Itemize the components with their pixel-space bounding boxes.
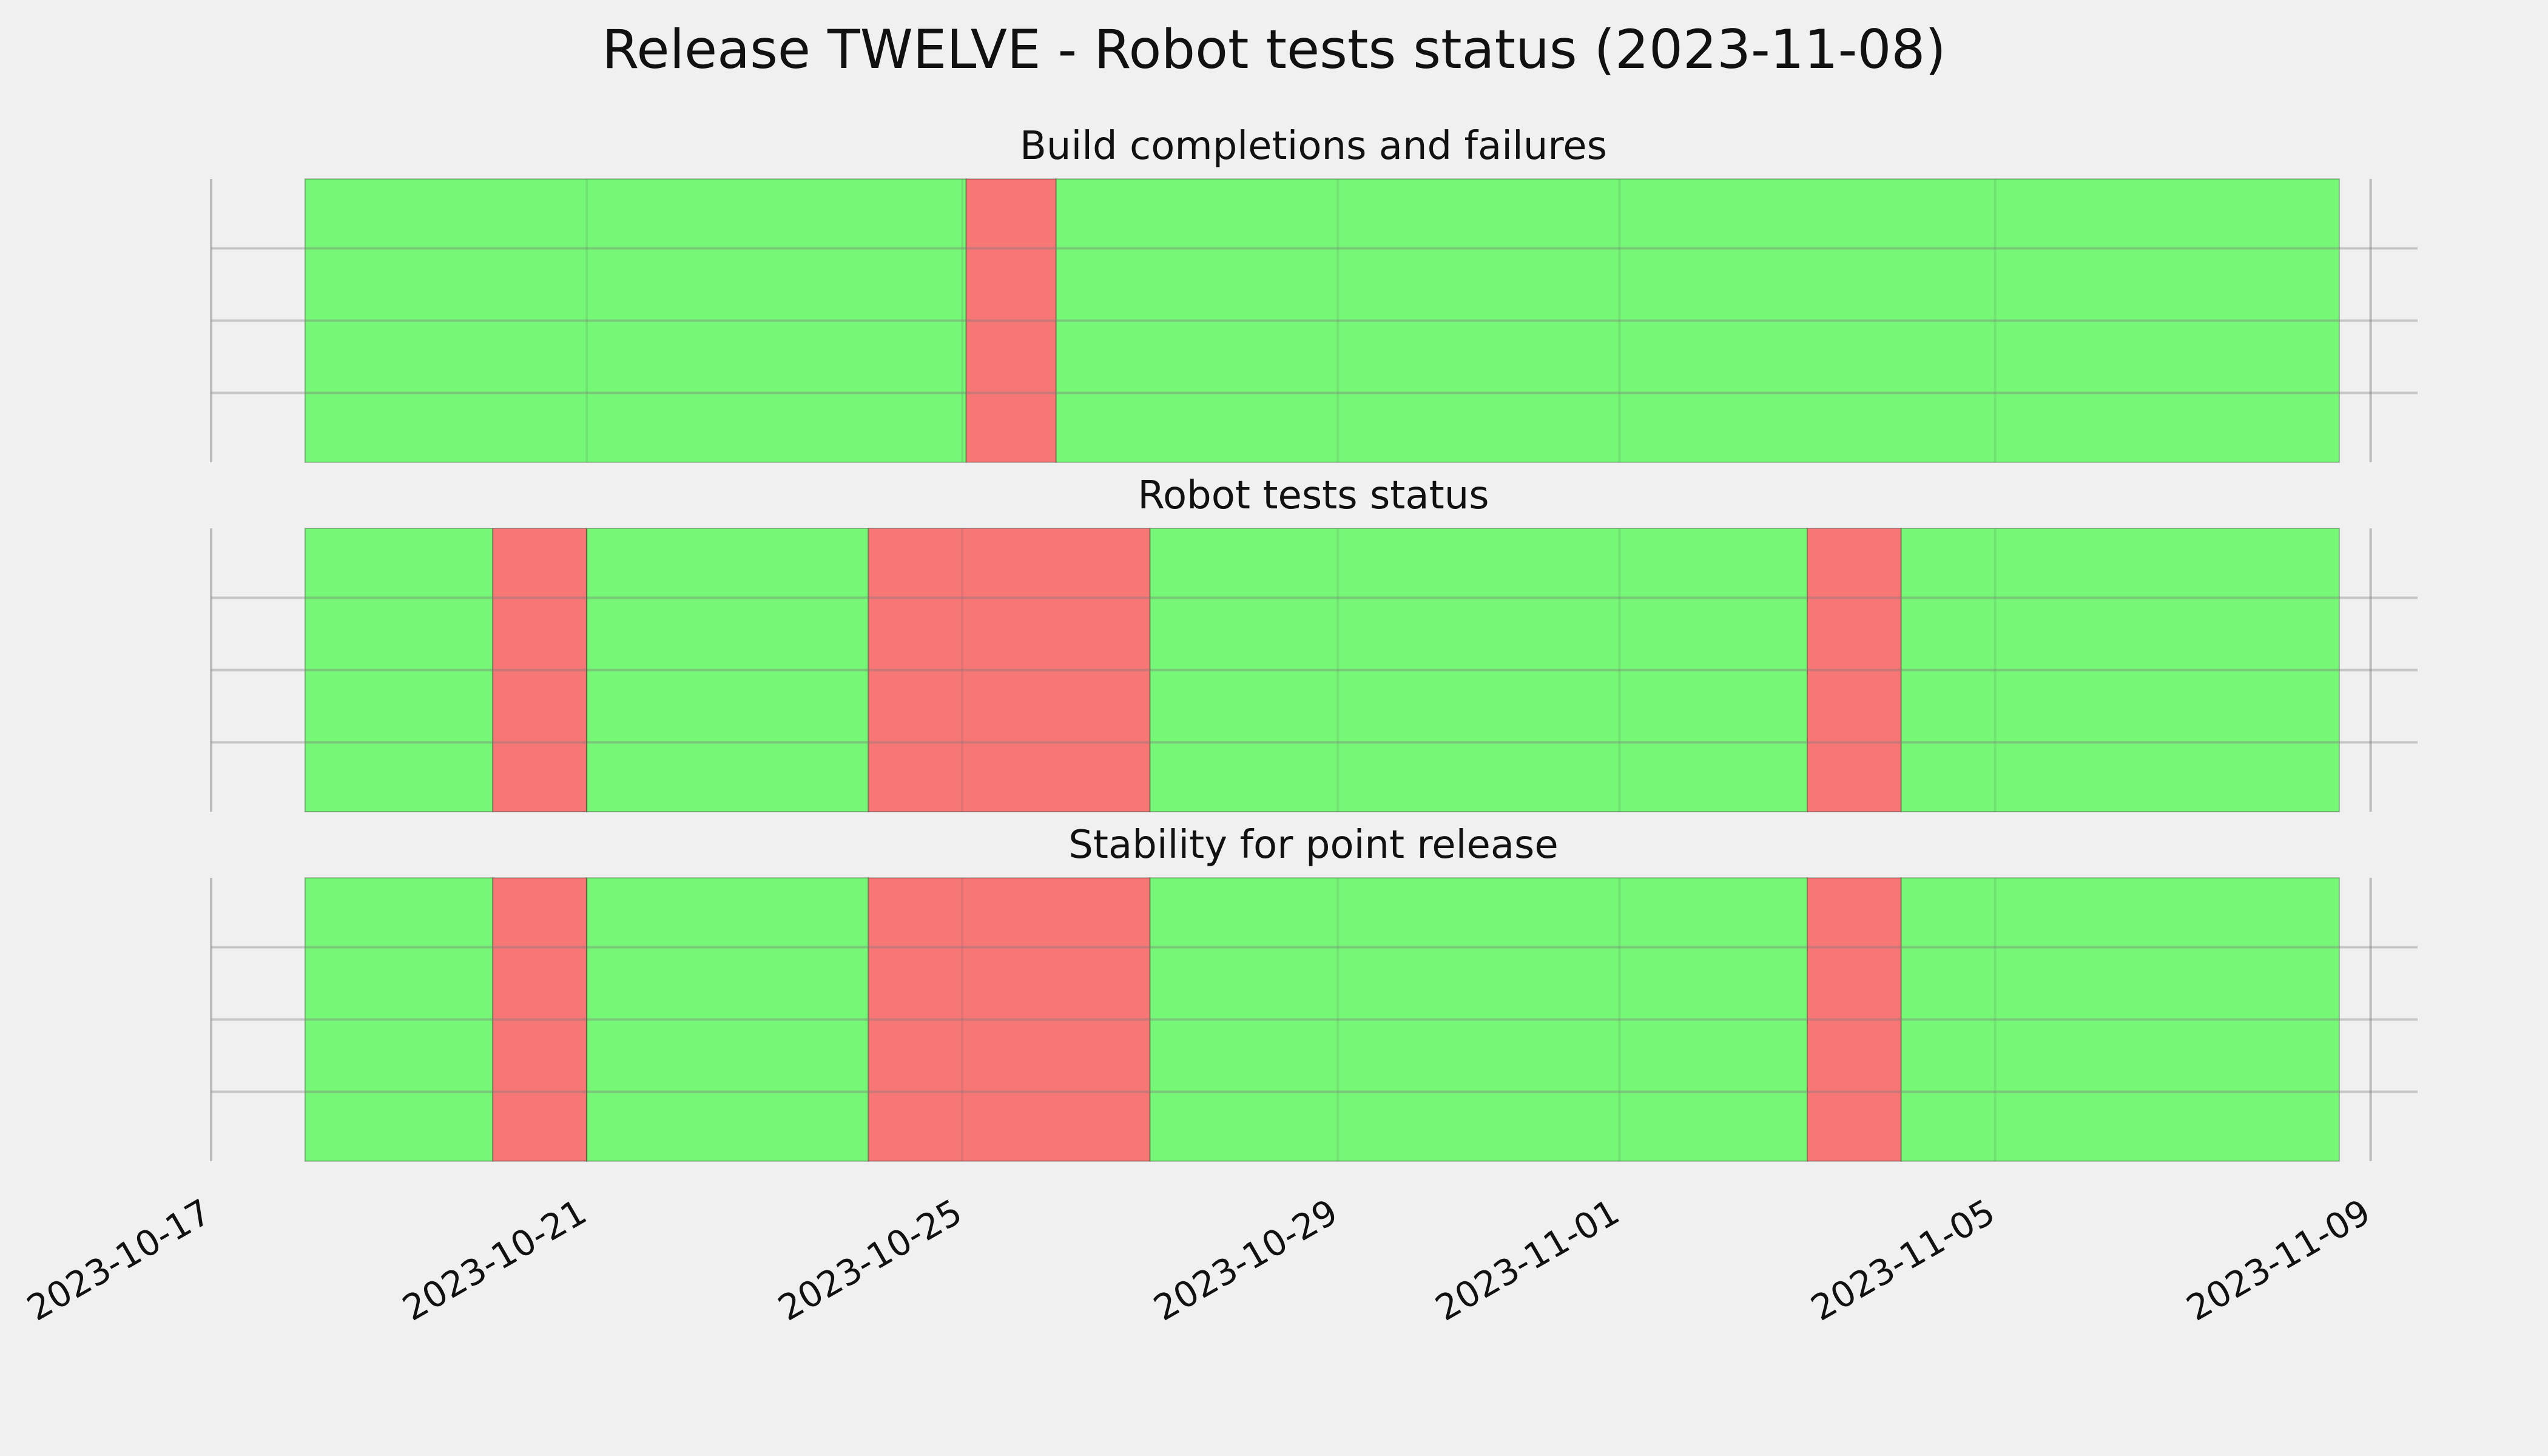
x-tick-label: 2023-11-01: [1429, 1191, 1626, 1329]
x-tick-label: 2023-10-29: [1147, 1191, 1344, 1329]
panel-robot-tests: Robot tests status: [210, 473, 2418, 812]
segment-pass: [304, 877, 494, 1162]
segment-pass: [586, 877, 869, 1162]
panel-title-stability: Stability for point release: [1068, 823, 1559, 868]
segment-fail: [492, 877, 588, 1162]
x-tick-label: 2023-10-25: [771, 1191, 969, 1329]
segment-fail: [868, 528, 1151, 812]
panel-title-robot-tests: Robot tests status: [1138, 473, 1489, 518]
x-axis: 2023-10-17 2023-10-21 2023-10-25 2023-10-29…: [20, 1191, 2378, 1329]
segment-pass: [304, 178, 967, 463]
segment-pass: [1149, 877, 1808, 1162]
segment-fail: [1807, 877, 1902, 1162]
segment-pass: [1900, 877, 2341, 1162]
segment-fail: [965, 178, 1057, 463]
chart-title: Release TWELVE - Robot tests status (202…: [602, 18, 1946, 81]
segment-pass: [1149, 528, 1808, 812]
segment-fail: [1807, 528, 1902, 812]
panel-stability: Stability for point release: [210, 823, 2418, 1162]
segment-pass: [304, 528, 494, 812]
segment-pass: [1055, 178, 2341, 463]
x-tick-label: 2023-11-09: [2180, 1191, 2378, 1329]
panel-build: Build completions and failures: [210, 124, 2418, 463]
segment-pass: [1900, 528, 2341, 812]
x-tick-label: 2023-10-17: [20, 1191, 218, 1329]
x-tick-label: 2023-10-21: [396, 1191, 593, 1329]
x-tick-label: 2023-11-05: [1804, 1191, 2002, 1329]
segment-pass: [586, 528, 869, 812]
segment-fail: [868, 877, 1151, 1162]
panel-title-build: Build completions and failures: [1020, 124, 1607, 169]
